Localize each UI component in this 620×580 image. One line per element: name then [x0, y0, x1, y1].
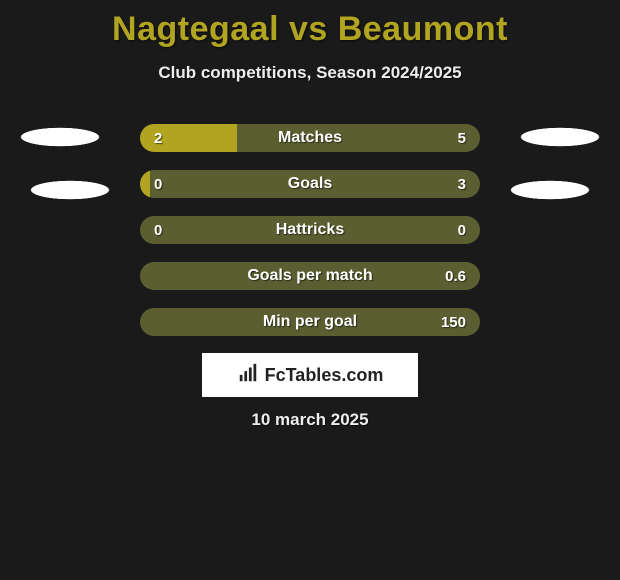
player-right-logo-2	[495, 177, 605, 203]
player-right-logo-1	[505, 124, 615, 150]
stat-row-goals: 0 Goals 3	[140, 170, 480, 198]
bar-left	[140, 170, 150, 198]
bar-right	[150, 170, 480, 198]
subtitle: Club competitions, Season 2024/2025	[0, 63, 620, 83]
brand-text: FcTables.com	[265, 365, 384, 386]
footer-date: 10 march 2025	[0, 410, 620, 430]
bar-right	[140, 262, 480, 290]
bar-right	[237, 124, 480, 152]
page-title: Nagtegaal vs Beaumont	[0, 0, 620, 49]
stat-row-hattricks: 0 Hattricks 0	[140, 216, 480, 244]
stat-bars: 2 Matches 5 0 Goals 3 0 Hattricks 0 Goal…	[140, 124, 480, 354]
stat-row-min-per-goal: Min per goal 150	[140, 308, 480, 336]
stat-row-matches: 2 Matches 5	[140, 124, 480, 152]
player-left-logo-1	[5, 124, 115, 150]
bar-left	[140, 216, 480, 244]
brand-badge: FcTables.com	[202, 353, 418, 397]
infographic-container: Nagtegaal vs Beaumont Club competitions,…	[0, 0, 620, 580]
bar-left	[140, 124, 237, 152]
bar-chart-icon	[237, 362, 259, 389]
player-left-logo-2	[15, 177, 125, 203]
stat-row-goals-per-match: Goals per match 0.6	[140, 262, 480, 290]
bar-right	[140, 308, 480, 336]
